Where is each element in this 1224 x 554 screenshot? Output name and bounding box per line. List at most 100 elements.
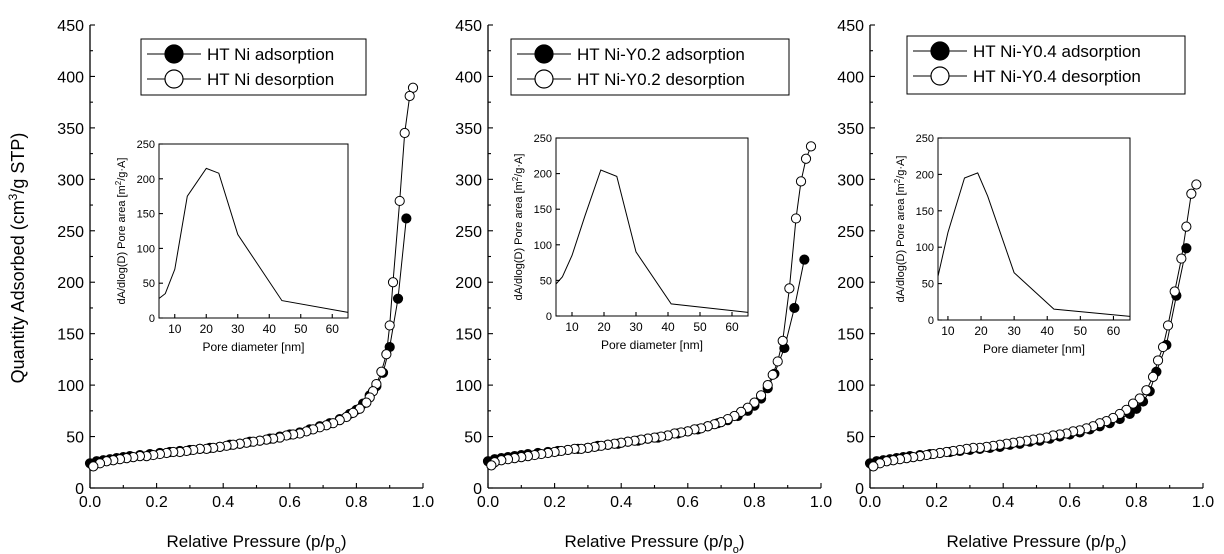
inset-x-tick-label: 60 [1107,324,1121,338]
inset-y-tick-label: 50 [143,278,155,290]
inset-x-tick-label: 30 [629,320,643,334]
desorption-point [777,335,788,346]
inset-y-tick-label: 150 [534,204,552,216]
desorption-point [1181,221,1192,232]
y-tick-label: 150 [455,327,482,344]
adsorption-point [392,293,404,304]
x-axis-label-main: Relative Pressure (p/p [947,532,1115,551]
x-axis-label-main: Relative Pressure (p/p [565,532,733,551]
desorption-point [376,366,387,377]
legend-box [906,35,1186,95]
y-tick-label: 200 [837,275,864,292]
adsorption-point [789,302,800,314]
x-axis-label-close: ) [1121,532,1127,551]
x-axis-label-close: ) [739,532,745,551]
y-tick-label: 150 [837,327,864,344]
desorption-point [394,195,405,207]
x-tick-label: 0.8 [1125,494,1147,511]
y-tick-label: 100 [57,378,84,395]
y-tick-label: 350 [837,121,864,138]
y-tick-label: 350 [455,121,482,138]
x-tick-label: 1.0 [412,494,434,511]
y-tick-label: 300 [837,172,864,189]
inset-x-tick-label: 30 [1007,324,1021,338]
legend-marker-filled [534,44,554,64]
inset-frame [555,137,749,317]
x-tick-label: 0.8 [345,494,367,511]
x-axis-label-main: Relative Pressure (p/p [167,532,335,551]
inset-y-axis-label-main: dA/dlog(D) Pore area [m [513,181,525,300]
inset-pore-area-line [555,169,749,313]
inset-x-tick-label: 50 [1074,324,1088,338]
inset-x-axis-label: Pore diameter [nm] [983,342,1085,356]
inset-x-tick-label: 40 [263,322,277,336]
inset-y-tick-label: 100 [534,240,552,252]
inset-x-tick-label: 50 [693,320,707,334]
inset-x-tick-label: 10 [168,322,182,336]
inset-y-tick-label: 50 [922,279,934,291]
x-tick-label: 0.0 [79,494,101,511]
desorption-point [805,141,817,152]
x-tick-label: 0.2 [925,494,947,511]
inset-y-axis-label-main: dA/dlog(D) Pore area [m [895,183,907,302]
desorption-point [384,320,395,331]
inset-y-tick-label: 0 [149,313,155,325]
y-tick-label: 400 [57,69,84,86]
x-tick-label: 1.0 [810,494,832,511]
inset-y-tick-label: 0 [546,311,552,323]
desorption-point [800,153,812,164]
inset-y-axis-label-sup: 2 [893,178,902,183]
desorption-point [387,277,399,288]
adsorption-point [799,254,810,265]
desorption-point [399,127,410,139]
inset-y-axis-label: dA/dlog(D) Pore area [m2/g·A] [114,158,129,305]
desorption-point [772,356,783,367]
x-tick-label: 0.4 [212,494,234,511]
desorption-point [88,461,99,472]
inset-y-tick-label: 250 [137,139,155,151]
y-tick-label: 50 [66,430,84,447]
x-tick-label: 0.2 [543,494,565,511]
inset-chart: 0 50 100 150 200 250 10 20 30 40 50 60 Pore diameter… [511,133,749,352]
inset-y-tick-label: 250 [916,133,934,145]
inset-y-axis-label-tail: /g·A] [513,154,525,177]
inset-chart: 0 50 100 150 200 250 10 20 30 40 50 60 Pore diameter… [893,133,1131,356]
inset-y-axis-label: dA/dlog(D) Pore area [m2/g·A] [511,154,526,301]
desorption-point [784,283,795,294]
desorption-point [1191,179,1202,190]
desorption-point [868,461,879,472]
x-tick-label: 0.4 [610,494,632,511]
inset-y-axis-label-sup: 2 [511,176,520,181]
x-tick-label: 0.6 [677,494,699,511]
inset-x-tick-label: 50 [294,322,308,336]
y-tick-label: 200 [455,275,482,292]
desorption-point [1152,355,1164,366]
inset-y-tick-label: 100 [137,243,155,255]
legend-label: HT Ni adsorption [207,45,334,64]
inset-x-axis-label: Pore diameter [nm] [202,340,304,354]
legend-label: HT Ni-Y0.2 adsorption [577,45,745,64]
inset-y-tick-label: 250 [534,133,552,145]
legend-marker-open [534,69,554,89]
inset-x-tick-label: 20 [974,324,988,338]
inset-x-tick-label: 10 [941,324,955,338]
inset-x-tick-label: 20 [597,320,611,334]
y-tick-label: 150 [57,327,84,344]
y-tick-label: 350 [57,121,84,138]
y-tick-label: 250 [837,224,864,241]
y-tick-label: 250 [455,224,482,241]
inset-pore-area-line [937,172,1131,317]
legend-marker-open [164,69,184,89]
x-axis-label-sub: o [1115,544,1121,554]
y-tick-label: 450 [837,18,864,35]
inset-y-axis-label-main: dA/dlog(D) Pore area [m [116,185,128,304]
inset-x-tick-label: 20 [200,322,214,336]
inset-frame [937,137,1131,321]
desorption-point [486,460,497,471]
legend-label: HT Ni-Y0.4 adsorption [973,42,1141,61]
desorption-point [795,176,807,187]
x-tick-label: 1.0 [1192,494,1214,511]
legend-marker-open [930,66,950,86]
